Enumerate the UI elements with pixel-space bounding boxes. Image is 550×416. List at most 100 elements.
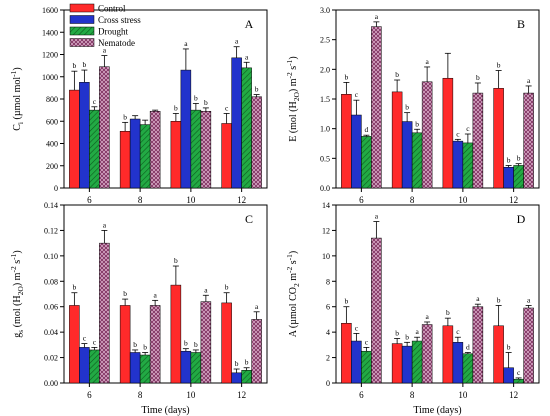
y-tick-label: 800 bbox=[46, 95, 58, 104]
significance-letter: a bbox=[103, 46, 107, 55]
significance-letter: c bbox=[365, 337, 369, 346]
x-tick-label: 6 bbox=[87, 390, 92, 400]
bar-nematode bbox=[421, 324, 433, 384]
significance-letter: d bbox=[466, 342, 470, 351]
significance-letter: b bbox=[225, 283, 229, 292]
bar-cross-stress bbox=[503, 166, 514, 189]
legend-label: Nematode bbox=[98, 38, 135, 48]
y-tick-label: 10 bbox=[322, 252, 330, 261]
panel-letter: C bbox=[245, 212, 253, 226]
bar-drought bbox=[513, 378, 524, 384]
bar-nematode bbox=[149, 305, 161, 384]
bar-drought bbox=[89, 349, 100, 384]
y-tick-label: 4 bbox=[326, 328, 330, 337]
y-axis-label: Ci (µmol mol-1) bbox=[9, 67, 25, 131]
bar-cross-stress bbox=[351, 114, 362, 189]
legend-item-drought: Drought bbox=[69, 27, 128, 37]
significance-letter: a bbox=[375, 12, 379, 21]
bar-cross-stress bbox=[231, 372, 242, 384]
significance-letter: c bbox=[517, 368, 521, 377]
y-tick-label: 8 bbox=[326, 277, 330, 286]
significance-letter: b bbox=[73, 283, 77, 292]
significance-letter: a bbox=[476, 294, 480, 303]
bar-nematode bbox=[149, 110, 161, 189]
legend-item-cross-stress: Cross stress bbox=[69, 15, 141, 25]
bar-nematode bbox=[200, 110, 212, 189]
bar-control bbox=[493, 325, 504, 384]
significance-letter: b bbox=[405, 332, 409, 341]
y-tick-label: 2.5 bbox=[320, 36, 330, 45]
panels-layer: 0 200 400 600 800 1000 1200 1400 1600 Ci (µmol mo… bbox=[9, 6, 540, 416]
x-tick-label: 10 bbox=[186, 390, 196, 400]
y-tick-label: 1.0 bbox=[320, 125, 330, 134]
bar-nematode bbox=[251, 319, 262, 384]
bar-cross-stress bbox=[180, 350, 192, 384]
significance-letter: b bbox=[235, 359, 239, 368]
bar-cross-stress bbox=[401, 121, 413, 189]
bar-drought bbox=[139, 354, 151, 384]
bar-cross-stress bbox=[129, 118, 141, 189]
bar-drought bbox=[241, 67, 252, 189]
bar-control bbox=[170, 121, 182, 189]
significance-letter: c bbox=[456, 129, 460, 138]
significance-letter: d bbox=[365, 125, 369, 134]
legend-label: Control bbox=[98, 4, 126, 14]
significance-letter: c bbox=[355, 90, 359, 99]
significance-letter: b bbox=[83, 60, 87, 69]
bar-control bbox=[170, 284, 182, 384]
x-axis-label: Time (days) bbox=[413, 405, 461, 416]
significance-letter: a bbox=[153, 290, 157, 299]
x-tick-label: 8 bbox=[410, 195, 415, 205]
significance-letter: a bbox=[425, 312, 429, 321]
significance-letter: c bbox=[225, 103, 229, 112]
bar-cross-stress bbox=[452, 342, 464, 384]
legend-item-control: Control bbox=[69, 4, 126, 14]
chart-panel-a: 0 200 400 600 800 1000 1200 1400 1600 Ci (µmol mo… bbox=[9, 6, 268, 205]
panel-letter: B bbox=[517, 17, 525, 31]
bar-control bbox=[442, 77, 454, 189]
bar-nematode bbox=[523, 307, 534, 384]
y-tick-label: 12 bbox=[322, 226, 330, 235]
x-tick-label: 12 bbox=[509, 195, 518, 205]
chart-panel-b: 0.0 0.5 1.0 1.5 2.0 2.5 3.0 E (mol (H2O) m-2 s-… bbox=[285, 6, 540, 205]
bar-cross-stress bbox=[129, 352, 141, 384]
significance-letter: b bbox=[405, 103, 409, 112]
y-tick-label: 3.0 bbox=[320, 6, 330, 15]
y-tick-label: 2 bbox=[326, 354, 330, 363]
x-tick-label: 10 bbox=[458, 390, 468, 400]
y-tick-label: 0 bbox=[326, 379, 330, 388]
significance-letter: b bbox=[497, 295, 501, 304]
bar-control bbox=[391, 91, 403, 189]
significance-letter: b bbox=[174, 103, 178, 112]
bar-cross-stress bbox=[180, 69, 192, 189]
significance-letter: b bbox=[73, 61, 77, 70]
bar-cross-stress bbox=[401, 345, 413, 384]
bar-control bbox=[341, 94, 352, 189]
x-tick-label: 8 bbox=[410, 390, 415, 400]
legend-item-nematode: Nematode bbox=[69, 38, 135, 48]
bar-control bbox=[493, 88, 504, 189]
y-tick-label: 0.08 bbox=[44, 277, 58, 286]
x-tick-label: 8 bbox=[138, 390, 143, 400]
x-tick-label: 6 bbox=[359, 390, 364, 400]
bar-cross-stress bbox=[351, 340, 362, 384]
bar-nematode bbox=[251, 96, 262, 189]
panel-letter: D bbox=[517, 212, 526, 226]
y-tick-label: 1.5 bbox=[320, 95, 330, 104]
y-tick-label: 0.12 bbox=[44, 226, 58, 235]
significance-letter: a bbox=[103, 220, 107, 229]
y-tick-label: 1000 bbox=[42, 73, 58, 82]
significance-letter: a bbox=[204, 285, 208, 294]
bar-control bbox=[119, 305, 131, 384]
y-tick-label: 0.5 bbox=[320, 154, 330, 163]
y-tick-label: 0.02 bbox=[44, 354, 58, 363]
significance-letter: b bbox=[245, 358, 249, 367]
bar-cross-stress bbox=[231, 57, 242, 189]
bar-drought bbox=[190, 109, 202, 189]
significance-letter: c bbox=[456, 327, 460, 336]
significance-letter: b bbox=[345, 72, 349, 81]
bar-drought bbox=[462, 353, 474, 384]
bar-nematode bbox=[472, 306, 484, 384]
y-tick-label: 6 bbox=[326, 303, 330, 312]
